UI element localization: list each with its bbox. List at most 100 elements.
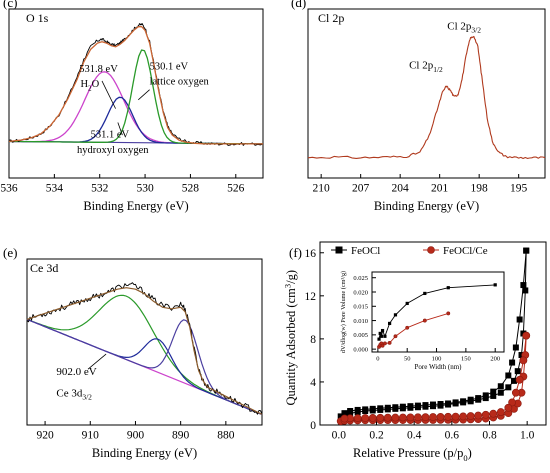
panel-f-desorption-point-0 xyxy=(347,408,354,415)
panel-e-xtick-label: 920 xyxy=(36,430,54,442)
panel-f-ytick-label: 4 xyxy=(310,377,316,389)
panel-f-xtick-label: 1.0 xyxy=(520,430,535,442)
panel-f-desorption-point-0 xyxy=(369,405,376,412)
panel-f-ylabel-main: Quantity Adsorbed (cm xyxy=(284,288,298,406)
panel-f-desorption-point-0 xyxy=(362,406,369,413)
panel-f-desorption-point-0 xyxy=(354,406,361,413)
panel-e-ce-label-main: Ce 3d xyxy=(56,387,82,399)
panel-d-peak-label-0-main: Cl 2p xyxy=(409,59,434,71)
panel-c-leader-hydroxyl xyxy=(117,122,123,136)
panel-d-peak-label-0-sub: 1/2 xyxy=(433,65,443,74)
panel-f-inset-point-0 xyxy=(380,328,385,333)
panel-f-desorption-point-0 xyxy=(407,403,414,410)
panel-f-inset: 0 50 100 150 200 0.000 0.005 0.010 0.015 0.020 0.0… xyxy=(340,271,505,371)
panel-f-inset-ytick-label: 0.020 xyxy=(353,289,368,296)
panel-e-label: (e) xyxy=(3,245,17,260)
panel-d-xtick-label: 204 xyxy=(392,183,410,195)
panel-f-inset-xtick-label: 0 xyxy=(376,356,379,363)
panel-f-desorption-point-0 xyxy=(460,398,467,405)
panel-f-desorption-point-1 xyxy=(414,413,422,422)
panel-d-peak-label-1-sub: 3/2 xyxy=(471,26,481,35)
panel-f-inset-xtick-label: 100 xyxy=(432,356,442,363)
panel-d-xtick-label: 195 xyxy=(510,183,528,195)
panel-f-desorption-point-1 xyxy=(368,413,377,422)
panel-f-adsorption-point-0 xyxy=(497,389,504,396)
panel-f-desorption-point-1 xyxy=(515,375,524,384)
panel-f-inset-xtick-label: 50 xyxy=(404,356,411,363)
panel-f-desorption-line-0 xyxy=(344,250,527,414)
panel-f-frame xyxy=(319,241,547,426)
panel-e-ce-label-sub: 3/2 xyxy=(82,393,92,402)
panel-f-desorption-point-1 xyxy=(376,413,385,422)
panel-c-xtick-label: 534 xyxy=(46,183,64,195)
panel-f-inset-xtick-label: 150 xyxy=(461,356,471,363)
panel-c-h2o-tail: O xyxy=(92,79,100,90)
panel-f-legend-marker-1 xyxy=(427,246,435,254)
panel-f-inset-point-0 xyxy=(383,334,387,338)
panel-c-component-1 xyxy=(8,96,263,145)
panel-d-xtick-label: 207 xyxy=(352,183,370,195)
panel-c-annotation-0: 531.8 eV xyxy=(79,64,118,75)
panel-f-desorption-point-0 xyxy=(414,402,421,409)
panel-f-xtick-label: 0.2 xyxy=(369,430,384,442)
panel-d-xtick-label: 210 xyxy=(313,183,331,195)
panel-f-legend-label-0: FeOCl xyxy=(351,245,380,257)
panel-f-inset-point-0 xyxy=(378,331,382,336)
panel-e-component-2 xyxy=(26,318,263,415)
panel-f-desorption-point-0 xyxy=(377,405,384,412)
panel-e-xtick-label: 890 xyxy=(172,430,190,442)
panel-c-xtick-label: 532 xyxy=(91,183,109,195)
panel-f-adsorption-point-0 xyxy=(522,287,529,294)
panel-f-xtick-label: 0.8 xyxy=(482,430,497,442)
panel-f-desorption-point-0 xyxy=(482,392,489,399)
panel-f-desorption-point-1 xyxy=(504,403,513,412)
panel-f-inset-ytick-label: 0.010 xyxy=(353,318,368,325)
panel-f-inset-ylabel: dV/dlog(w) Pore Volume (cm³/g) xyxy=(340,271,347,353)
panel-f-desorption-point-0 xyxy=(505,372,512,379)
panel-f-inset-point-1 xyxy=(393,334,398,339)
panel-f-ytick-label: 12 xyxy=(305,291,317,303)
panel-f-desorption-point-0 xyxy=(509,359,516,366)
panel-c-xtick-label: 536 xyxy=(0,183,18,195)
panel-d-peak-label-1: Cl 2p3/2 xyxy=(447,20,481,34)
panel-f-desorption-point-1 xyxy=(361,414,370,422)
panel-c-xtick-label: 530 xyxy=(136,183,154,195)
panel-f-legend-label-1: FeOCl/Ce xyxy=(443,245,488,257)
panel-f-desorption-point-1 xyxy=(340,414,349,423)
panel-f-desorption-point-1 xyxy=(522,331,531,340)
panel-f-desorption-point-1 xyxy=(444,412,452,421)
panel-f-desorption-point-0 xyxy=(422,402,429,409)
panel-f-adsorption-point-0 xyxy=(505,384,512,391)
panel-f-inset-ytick-label: 0.000 xyxy=(353,346,368,353)
panel-f-inset-ytick-label: 0.025 xyxy=(353,275,368,282)
panel-d-title: Cl 2p xyxy=(318,11,344,25)
panel-f-ylabel-tail: /g) xyxy=(284,270,298,284)
panel-c-annotation-3: 531.1 eV xyxy=(91,130,130,141)
panel-f-inset-xtick-label: 200 xyxy=(490,356,500,363)
panel-f-legend: FeOCl FeOCl/Ce xyxy=(331,245,488,257)
panel-f-desorption-point-0 xyxy=(384,404,391,411)
panel-f-ytick-label: 8 xyxy=(310,334,316,346)
panel-f-desorption-point-1 xyxy=(481,410,490,419)
panel-f-desorption-point-1 xyxy=(474,411,483,420)
panel-f-xlabel-main: Relative Pressure (p/p xyxy=(353,446,463,460)
panel-f-desorption-point-0 xyxy=(490,388,497,395)
panel-c-xtick-label: 528 xyxy=(182,183,200,195)
panel-c-envelope xyxy=(8,26,263,145)
panel-c-xtick-label: 526 xyxy=(227,183,245,195)
panel-f-legend-marker-0 xyxy=(335,246,343,254)
panel-c-title: O 1s xyxy=(26,11,49,25)
panel-e-xtick-label: 900 xyxy=(127,430,145,442)
panel-f-inset-point-1 xyxy=(380,343,385,348)
panel-f-desorption-point-0 xyxy=(512,344,519,351)
panel-f-inset-point-0 xyxy=(405,301,409,306)
panel-f-desorption-point-1 xyxy=(466,412,475,420)
panel-c-annotation-4: hydroxyl oxygen xyxy=(77,145,149,156)
panel-c-h2o: H2O xyxy=(80,79,99,92)
panel-c-h2o-main: H xyxy=(80,79,88,90)
panel-f-desorption-point-1 xyxy=(429,413,437,421)
panel-f-adsorption-point-0 xyxy=(337,413,344,420)
panel-c-h2o-sub: 2 xyxy=(88,84,92,92)
panel-f-desorption-point-1 xyxy=(489,409,498,418)
panel-f-inset-point-0 xyxy=(446,286,450,290)
